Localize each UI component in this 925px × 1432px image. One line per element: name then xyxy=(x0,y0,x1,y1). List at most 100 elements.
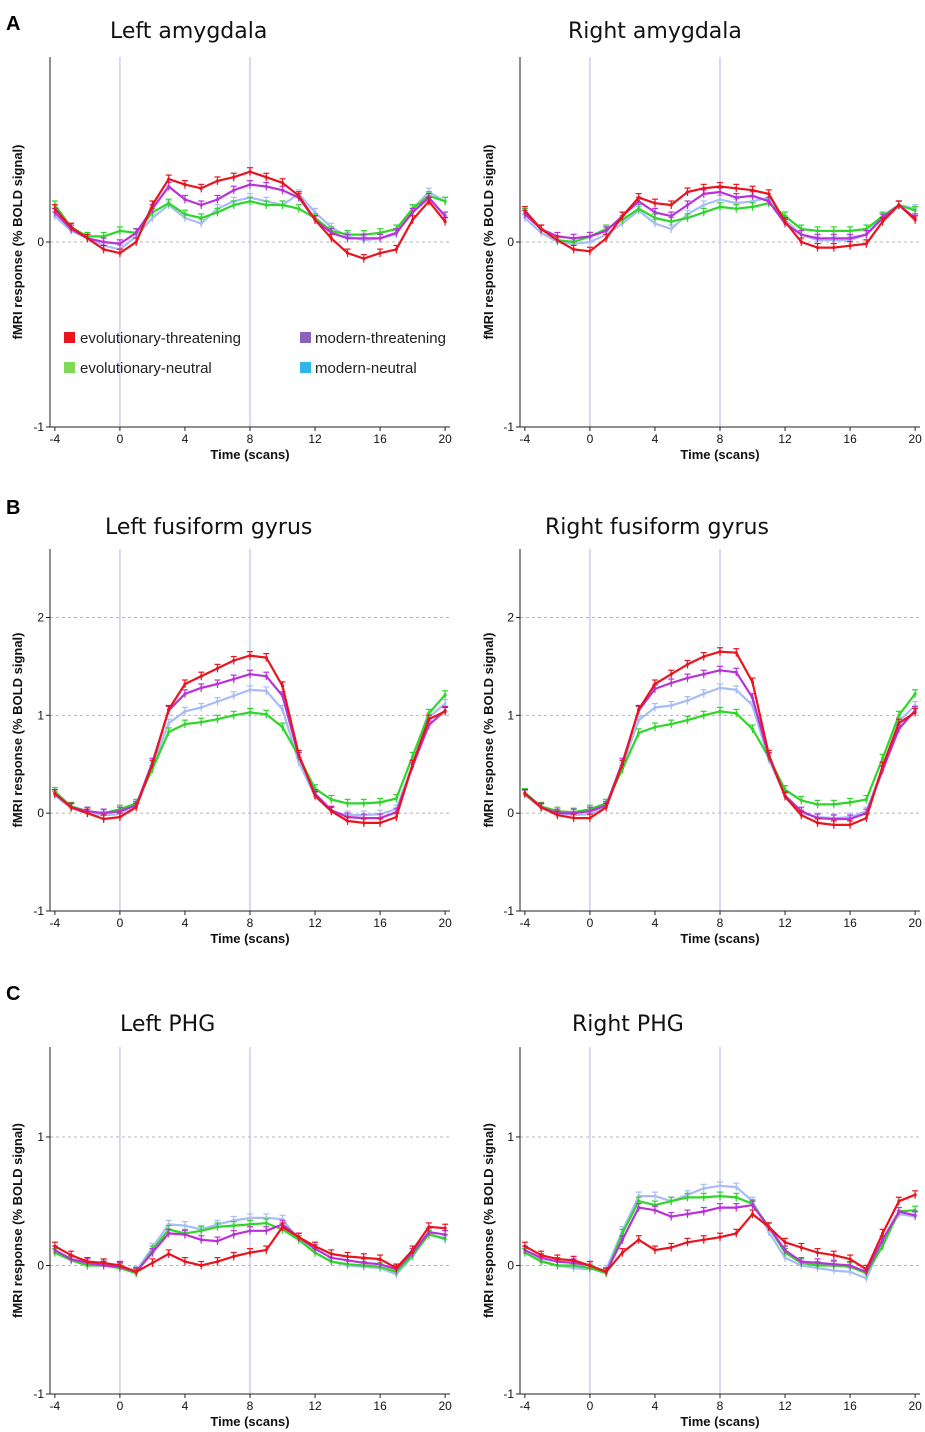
data-point xyxy=(848,1257,852,1261)
data-point xyxy=(248,170,252,174)
x-axis-label: Time (scans) xyxy=(680,1414,759,1429)
data-point xyxy=(345,801,350,805)
data-point xyxy=(411,754,415,759)
data-point xyxy=(767,1230,771,1234)
data-point xyxy=(183,1224,187,1228)
x-tick-label: 20 xyxy=(908,1399,922,1413)
data-point xyxy=(118,242,122,246)
data-point xyxy=(248,1251,252,1255)
data-point xyxy=(555,1257,559,1261)
data-point xyxy=(669,1199,673,1203)
data-point xyxy=(718,190,722,194)
data-point xyxy=(572,1258,576,1262)
data-point xyxy=(215,1239,220,1243)
data-point xyxy=(118,1263,122,1268)
data-point xyxy=(102,811,106,815)
data-point xyxy=(232,1254,236,1259)
y-tick-label: 0 xyxy=(507,806,514,820)
data-point xyxy=(637,1206,641,1210)
data-point xyxy=(443,1226,447,1230)
data-point xyxy=(799,227,803,231)
data-point xyxy=(362,1256,366,1260)
data-point xyxy=(881,1238,885,1242)
data-point xyxy=(685,699,690,703)
legend: evolutionary-threatening modern-threaten… xyxy=(64,330,446,377)
x-tick-label: 20 xyxy=(438,916,452,930)
y-tick-label: 2 xyxy=(37,610,44,624)
data-point xyxy=(604,229,608,233)
data-point xyxy=(345,251,350,255)
data-point xyxy=(848,236,852,240)
data-point xyxy=(215,1225,220,1229)
data-point xyxy=(313,210,317,214)
chart-title: Left amygdala xyxy=(110,19,267,44)
data-point xyxy=(572,816,576,820)
x-tick-label: 16 xyxy=(843,916,857,930)
series-evolutionary-threatening xyxy=(51,651,449,827)
data-point xyxy=(297,194,301,198)
data-point xyxy=(718,1206,722,1210)
x-tick-label: 20 xyxy=(908,432,922,446)
data-point xyxy=(848,1270,852,1274)
data-point xyxy=(199,186,203,190)
data-point xyxy=(264,674,268,678)
data-point xyxy=(588,1263,592,1268)
data-point xyxy=(150,762,155,766)
data-point xyxy=(329,1252,333,1256)
y-axis-label: fMRI response (% BOLD signal) xyxy=(481,1123,496,1318)
data-point xyxy=(248,199,252,203)
data-point xyxy=(199,1229,203,1233)
x-tick-label: 16 xyxy=(843,1399,857,1413)
data-point xyxy=(832,823,836,827)
data-point xyxy=(702,1195,706,1199)
data-point xyxy=(767,192,771,196)
data-point xyxy=(443,709,447,714)
legend-swatch-evolutionary-threatening xyxy=(64,332,75,343)
panel-letter-a: A xyxy=(6,13,20,35)
data-point xyxy=(881,756,885,760)
x-tick-label: 0 xyxy=(587,916,594,930)
data-point xyxy=(669,227,673,231)
y-tick-label: 0 xyxy=(507,235,514,249)
data-point xyxy=(362,257,366,261)
data-point xyxy=(183,183,187,187)
data-point xyxy=(750,199,755,203)
data-point xyxy=(815,245,820,250)
x-tick-label: 8 xyxy=(717,1399,724,1413)
data-point xyxy=(653,1194,657,1198)
data-point xyxy=(199,1238,203,1242)
data-point xyxy=(750,1212,755,1216)
x-tick-label: 16 xyxy=(373,916,387,930)
data-point xyxy=(443,693,447,697)
data-point xyxy=(555,813,559,817)
data-point xyxy=(150,216,155,220)
data-point xyxy=(232,1233,236,1237)
data-point xyxy=(427,1225,431,1229)
data-point xyxy=(718,205,722,209)
y-tick-label: -1 xyxy=(33,420,44,434)
data-point xyxy=(750,680,755,684)
data-point xyxy=(815,236,820,240)
data-point xyxy=(718,1194,722,1198)
data-point xyxy=(653,221,657,226)
data-point xyxy=(604,236,608,240)
x-tick-label: 12 xyxy=(308,916,322,930)
data-point xyxy=(280,1225,285,1229)
chart-title: Right fusiform gyrus xyxy=(545,515,769,540)
data-point xyxy=(637,1199,641,1203)
data-point xyxy=(734,1195,738,1199)
data-point xyxy=(718,686,722,690)
data-point xyxy=(280,725,285,729)
x-tick-label: 0 xyxy=(587,432,594,446)
data-point xyxy=(183,212,187,216)
chart-title: Right amygdala xyxy=(568,19,742,44)
data-point xyxy=(411,218,415,222)
data-point xyxy=(669,703,673,708)
data-point xyxy=(427,711,431,715)
data-point xyxy=(734,186,738,190)
chart-left-amygdala: Left amygdala -4 0 4 8 12 16 20 -1 0 Time (scans) f… xyxy=(10,19,452,462)
data-point xyxy=(264,184,268,189)
data-point xyxy=(411,1248,415,1252)
y-tick-label: 0 xyxy=(37,806,44,820)
data-point xyxy=(378,236,382,240)
